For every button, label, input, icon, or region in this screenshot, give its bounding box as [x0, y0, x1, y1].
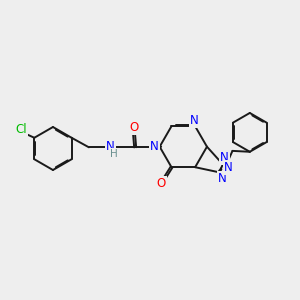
Text: N: N: [218, 172, 226, 184]
Text: O: O: [156, 177, 166, 190]
Text: N: N: [224, 161, 233, 174]
Text: Cl: Cl: [15, 123, 27, 136]
Text: H: H: [110, 149, 118, 159]
Text: O: O: [129, 122, 139, 134]
Text: N: N: [220, 151, 229, 164]
Text: N: N: [106, 140, 115, 153]
Text: N: N: [190, 114, 199, 127]
Text: N: N: [150, 140, 159, 153]
